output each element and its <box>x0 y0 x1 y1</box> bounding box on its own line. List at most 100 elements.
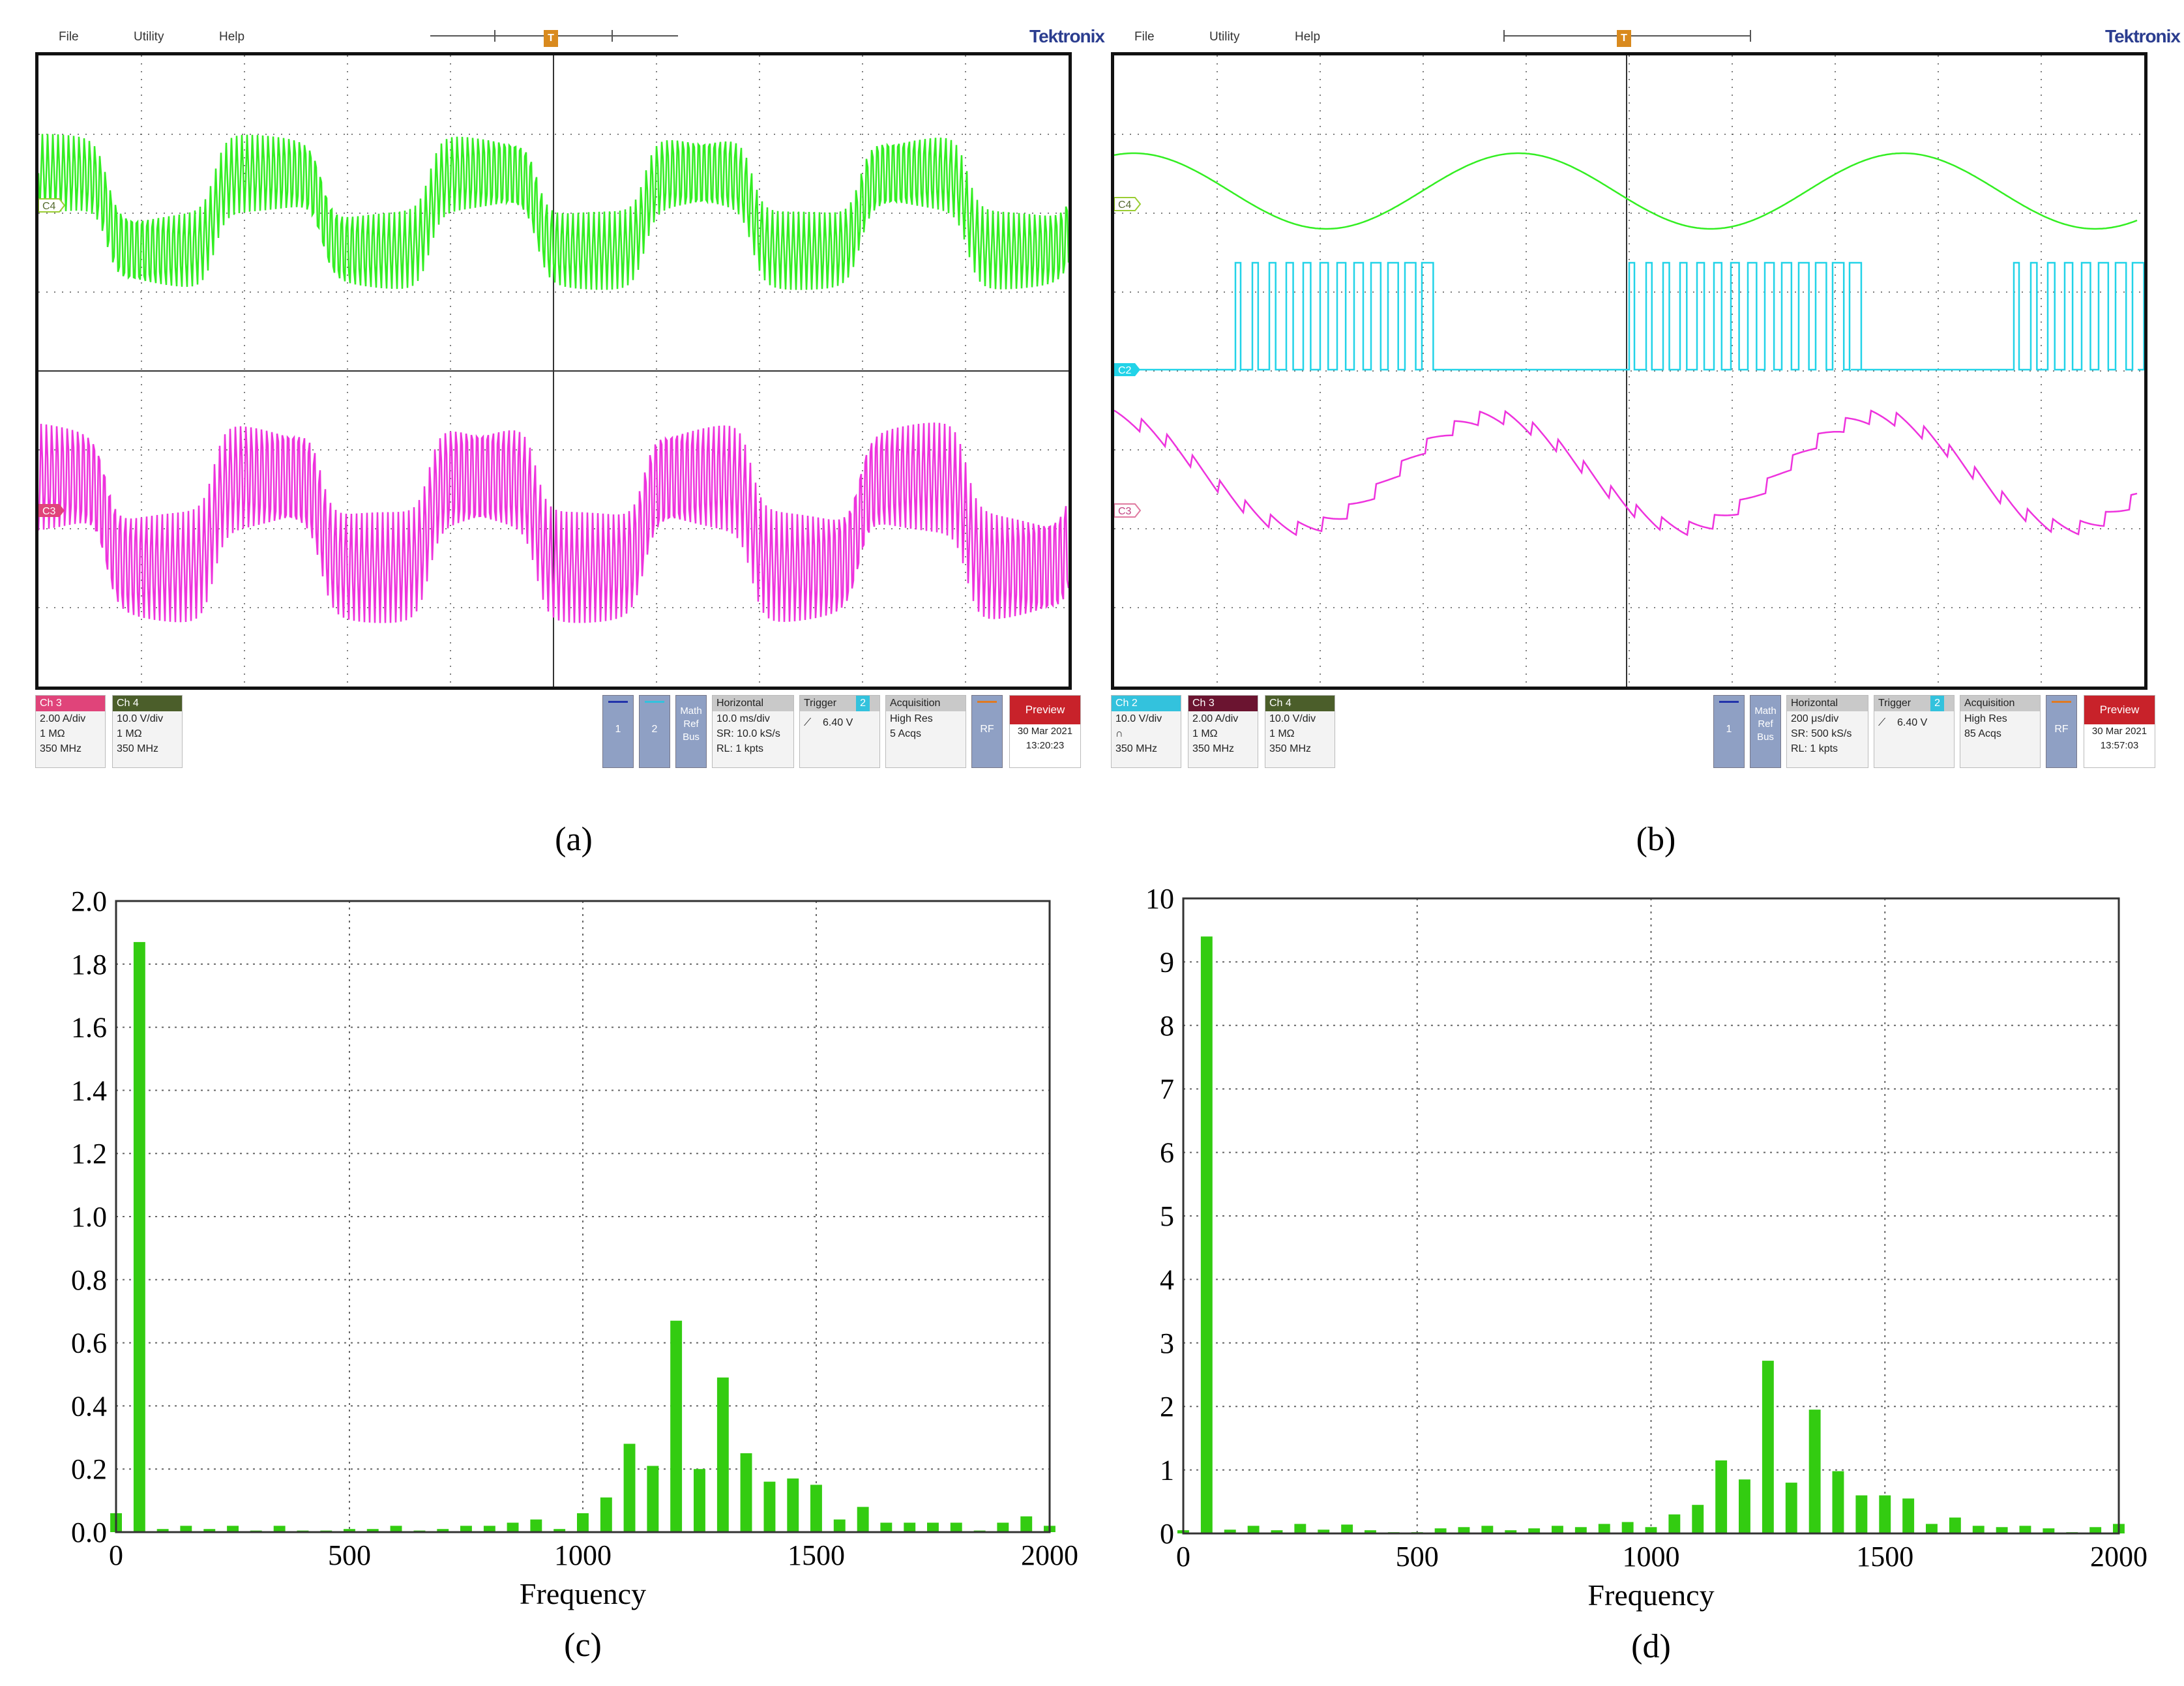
y-tick-label: 7 <box>1160 1073 1174 1105</box>
channel-badge-ch4[interactable]: Ch 4 10.0 V/div 1 MΩ 350 MHz <box>1265 695 1335 768</box>
channel-badge-ch2[interactable]: Ch 2 10.0 V/div ∩ 350 MHz <box>1111 695 1181 768</box>
x-tick-label: 500 <box>1396 1541 1439 1573</box>
spectrum-bar <box>880 1522 893 1532</box>
panel-head: Trigger 2 <box>800 696 879 711</box>
preview-date: 30 Mar 2021 <box>2091 726 2147 737</box>
trigger-position-marker[interactable]: T <box>1617 30 1631 47</box>
y-tick-label: 9 <box>1160 946 1174 978</box>
add-channel-2-button[interactable]: 2 <box>639 695 670 768</box>
rf-button[interactable]: RF <box>971 695 1003 768</box>
badge-line: ∩ <box>1115 728 1123 739</box>
y-tick-label: 0 <box>1160 1518 1174 1550</box>
panel-line: High Res <box>1964 713 2007 724</box>
preview-indicator[interactable]: Preview 30 Mar 2021 13:20:23 <box>1009 695 1081 768</box>
channel-badge-ch4[interactable]: Ch 4 10.0 V/div 1 MΩ 350 MHz <box>112 695 183 768</box>
panel-head: Acquisition <box>886 696 966 711</box>
panel-line: SR: 500 kS/s <box>1791 728 1852 739</box>
channel-label-c4[interactable]: C4 <box>38 198 66 213</box>
x-tick-label: 1000 <box>554 1539 612 1571</box>
spectrum-bar <box>1621 1522 1634 1533</box>
spectrum-bar <box>1645 1527 1657 1533</box>
spectrum-chart-c: 0.0 0.2 0.4 0.6 0.8 1.0 1.2 1.4 1.6 1.8 2.0 0 500 100… <box>0 874 1092 1686</box>
spectrum-bar <box>2019 1526 2031 1533</box>
trigger-position-marker[interactable]: T <box>544 30 558 47</box>
math-ref-bus-button[interactable]: Math Ref Bus <box>1750 695 1781 768</box>
spectrum-bar <box>2089 1527 2102 1533</box>
spectrum-bar <box>997 1522 1009 1532</box>
add-channel-1-button[interactable]: 1 <box>602 695 634 768</box>
channel-badge-ch3[interactable]: Ch 3 2.00 A/div 1 MΩ 350 MHz <box>35 695 106 768</box>
panel-line: RL: 1 kpts <box>1791 743 1838 754</box>
badge-head: Ch 2 <box>1112 696 1181 711</box>
svg-text:C2: C2 <box>1118 365 1132 376</box>
x-tick-label: 0 <box>109 1539 123 1571</box>
panel-head: Horizontal <box>713 696 793 711</box>
chip-label: 1 <box>615 724 621 735</box>
x-axis-title: Frequency <box>520 1577 646 1610</box>
spectrum-bar <box>133 941 145 1532</box>
spectrum-bar <box>366 1529 379 1532</box>
badge-head: Ch 3 <box>1188 696 1258 711</box>
waveform-display-b[interactable]: C4 C2 C3 <box>1111 52 2147 690</box>
trigger-panel[interactable]: Trigger 2 ⟋ 6.40 V <box>799 695 880 768</box>
add-channel-1-button[interactable]: 1 <box>1713 695 1745 768</box>
panel-line: RL: 1 kpts <box>716 743 764 754</box>
x-tick-label: 1500 <box>788 1539 845 1571</box>
badge-head: Ch 3 <box>36 696 105 711</box>
spectrum-bar <box>1574 1527 1587 1533</box>
trace-c4 <box>38 134 1069 290</box>
waveform-display-a[interactable]: C4 C3 <box>35 52 1072 690</box>
spectrum-bar <box>1808 1410 1821 1533</box>
spectrum-bar <box>460 1526 472 1532</box>
rf-button[interactable]: RF <box>2046 695 2077 768</box>
menu-file[interactable]: File <box>1134 30 1155 44</box>
spectrum-bar <box>1996 1527 2008 1533</box>
menu-help[interactable]: Help <box>1295 30 1321 44</box>
channel-label-c3[interactable]: C3 <box>38 504 65 517</box>
preview-indicator[interactable]: Preview 30 Mar 2021 13:57:03 <box>2084 695 2155 768</box>
trace-c2 <box>1114 261 2144 371</box>
menu-help[interactable]: Help <box>219 30 245 44</box>
spectrum-bar <box>1715 1460 1728 1533</box>
menu-utility[interactable]: Utility <box>1209 30 1240 44</box>
spectrum-bar <box>787 1478 799 1532</box>
spectrum-bar <box>927 1522 939 1532</box>
y-tick-label: 4 <box>1160 1264 1174 1295</box>
spectrum-bar <box>670 1320 683 1532</box>
spectrum-svg-c: 0.0 0.2 0.4 0.6 0.8 1.0 1.2 1.4 1.6 1.8 2.0 0 500 100… <box>71 885 1078 1664</box>
x-axis-title: Frequency <box>1587 1578 1714 1612</box>
preview-head: Preview <box>1010 696 1080 724</box>
channel-label-c2[interactable]: C2 <box>1114 363 1140 376</box>
spectrum-svg-d: 0 1 2 3 4 5 6 7 8 9 10 0 500 1000 1500 2000 Frequency (d) <box>1145 883 2147 1665</box>
spectrum-bar <box>1224 1530 1236 1533</box>
spectrum-bar <box>623 1443 636 1532</box>
menu-file[interactable]: File <box>59 30 79 44</box>
spectrum-bar <box>1972 1526 1985 1533</box>
channel-label-c4[interactable]: C4 <box>1114 197 1142 211</box>
y-tick-label: 1.4 <box>71 1074 107 1106</box>
spectrum-bar <box>1762 1361 1774 1533</box>
spectrum-bar <box>1505 1530 1517 1533</box>
menu-utility[interactable]: Utility <box>134 30 164 44</box>
badge-line: 350 MHz <box>1192 743 1235 754</box>
caption-a: (a) <box>555 821 593 858</box>
y-tick-label: 0.6 <box>71 1327 107 1359</box>
spectrum-bar <box>507 1522 519 1532</box>
channel-badge-ch3[interactable]: Ch 3 2.00 A/div 1 MΩ 350 MHz <box>1188 695 1258 768</box>
math-ref-bus-button[interactable]: Math Ref Bus <box>675 695 707 768</box>
horizontal-panel[interactable]: Horizontal 10.0 ms/div SR: 10.0 kS/s RL:… <box>712 695 794 768</box>
acquisition-panel[interactable]: Acquisition High Res 85 Acqs <box>1960 695 2041 768</box>
horizontal-panel[interactable]: Horizontal 200 μs/div SR: 500 kS/s RL: 1… <box>1786 695 1868 768</box>
chip-label: 1 <box>1726 724 1732 735</box>
spectrum-bar <box>1855 1495 1868 1533</box>
spectrum-bar <box>1552 1526 1563 1533</box>
spectrum-bar <box>437 1529 449 1532</box>
spectrum-bar <box>833 1519 846 1532</box>
spectrum-chart-d: 0 1 2 3 4 5 6 7 8 9 10 0 500 1000 1500 2000 Frequency (d) <box>1092 874 2184 1686</box>
spectrum-bar <box>390 1526 402 1532</box>
acquisition-panel[interactable]: Acquisition High Res 5 Acqs <box>885 695 966 768</box>
trigger-panel[interactable]: Trigger 2 ⟋ 6.40 V <box>1874 695 1955 768</box>
svg-text:C3: C3 <box>1118 506 1132 517</box>
chip-label: RF <box>2054 724 2069 735</box>
channel-label-c3[interactable]: C3 <box>1114 503 1142 518</box>
